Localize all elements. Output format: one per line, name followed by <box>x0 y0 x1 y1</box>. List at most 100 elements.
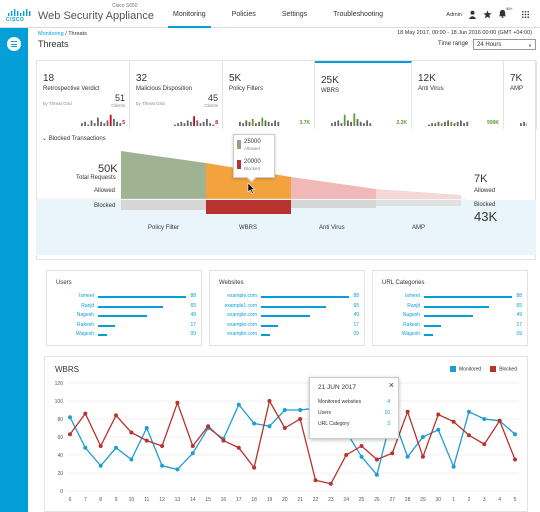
row-name[interactable]: Ismeet <box>78 293 94 299</box>
list-item[interactable]: example.com 49 <box>210 312 366 322</box>
list-item[interactable]: Rakesh 17 <box>373 322 529 332</box>
data-point-blocked[interactable] <box>374 457 379 462</box>
wbrs-allowed[interactable] <box>206 163 291 199</box>
data-point-blocked[interactable] <box>83 411 88 416</box>
row-name[interactable]: Wagesh <box>75 331 94 337</box>
data-point-monitored[interactable] <box>405 454 410 459</box>
policy-filter-blocked[interactable] <box>121 200 206 210</box>
data-point-monitored[interactable] <box>252 421 257 426</box>
antivirus-blocked[interactable] <box>291 200 376 208</box>
data-point-blocked[interactable] <box>68 432 72 437</box>
blocked-transactions-header[interactable]: ⌄ Blocked Transactions <box>42 135 106 142</box>
data-point-monitored[interactable] <box>374 472 379 477</box>
data-point-blocked[interactable] <box>344 453 349 457</box>
row-name[interactable]: example.com <box>227 331 257 337</box>
data-point-monitored[interactable] <box>129 457 134 462</box>
data-point-monitored[interactable] <box>298 408 303 412</box>
data-point-monitored[interactable] <box>359 454 364 459</box>
data-point-blocked[interactable] <box>420 454 425 459</box>
list-item[interactable]: Nagesh 49 <box>47 312 203 322</box>
data-point-blocked[interactable] <box>451 419 456 424</box>
metric-tile[interactable]: 7K AMP <box>504 61 537 129</box>
row-name[interactable]: example.com <box>227 293 257 299</box>
data-point-blocked[interactable] <box>175 400 180 405</box>
data-point-blocked[interactable] <box>252 465 257 470</box>
tooltip-row-value[interactable]: 3 <box>387 421 390 427</box>
row-name[interactable]: example.com <box>227 312 257 318</box>
data-point-monitored[interactable] <box>144 426 149 430</box>
data-point-blocked[interactable] <box>513 457 517 462</box>
tab-settings[interactable]: Settings <box>281 11 308 18</box>
data-point-blocked[interactable] <box>466 433 471 438</box>
menu-button[interactable] <box>7 37 21 51</box>
data-point-blocked[interactable] <box>482 442 487 447</box>
data-point-blocked[interactable] <box>236 445 241 450</box>
list-item[interactable]: example.com 88 <box>210 293 366 303</box>
list-item[interactable]: Ranjit 65 <box>373 303 529 313</box>
row-name[interactable]: Ranjit <box>81 302 94 309</box>
row-name[interactable]: Nagesh <box>76 312 94 318</box>
list-item[interactable]: Nagesh 49 <box>373 312 529 322</box>
row-name[interactable]: Rakesh <box>403 321 420 328</box>
data-point-monitored[interactable] <box>114 445 119 450</box>
tooltip-row-value[interactable]: 10 <box>384 410 390 416</box>
data-point-monitored[interactable] <box>68 415 72 420</box>
metric-tile[interactable]: 18 Retrospective Verdict by Threat Grid 51 C… <box>37 61 130 129</box>
amp-allowed[interactable] <box>376 189 461 199</box>
grid-menu-icon[interactable] <box>521 10 530 19</box>
data-point-blocked[interactable] <box>497 418 502 423</box>
data-point-monitored[interactable] <box>98 463 103 468</box>
data-point-blocked[interactable] <box>160 444 165 448</box>
time-range-select[interactable]: 24 Hours ▼ <box>473 39 536 50</box>
data-point-monitored[interactable] <box>513 432 517 437</box>
star-icon[interactable] <box>483 10 492 19</box>
row-name[interactable]: Rakesh <box>77 321 94 328</box>
data-point-blocked[interactable] <box>190 444 195 448</box>
row-name[interactable]: Nagesh <box>402 312 420 318</box>
data-point-blocked[interactable] <box>328 481 333 486</box>
bell-icon[interactable] <box>498 9 507 18</box>
data-point-blocked[interactable] <box>436 412 441 417</box>
row-name[interactable]: example.com <box>227 321 257 328</box>
data-point-monitored[interactable] <box>451 464 456 469</box>
antivirus-allowed[interactable] <box>291 177 376 199</box>
list-item[interactable]: Ismeet 88 <box>373 293 529 303</box>
list-item[interactable]: Wagesh 09 <box>373 331 529 341</box>
tab-policies[interactable]: Policies <box>231 11 256 18</box>
data-point-monitored[interactable] <box>466 409 471 414</box>
data-point-monitored[interactable] <box>436 427 441 432</box>
close-icon[interactable]: × <box>388 380 394 390</box>
data-point-monitored[interactable] <box>267 424 272 429</box>
row-name[interactable]: Ismeet <box>404 293 420 299</box>
data-point-monitored[interactable] <box>83 445 88 450</box>
data-point-monitored[interactable] <box>175 467 180 472</box>
data-point-blocked[interactable] <box>298 417 303 421</box>
list-item[interactable]: Rakesh 17 <box>47 322 203 332</box>
data-point-blocked[interactable] <box>405 409 410 414</box>
list-item[interactable]: example1.com 65 <box>210 303 366 313</box>
user-icon[interactable] <box>468 10 477 19</box>
data-point-blocked[interactable] <box>206 424 211 429</box>
metric-tile[interactable]: 5K Policy Filters 3.7K <box>223 61 315 129</box>
row-name[interactable]: example1.com <box>224 302 257 309</box>
tooltip-row-value[interactable]: 4 <box>387 399 390 405</box>
row-name[interactable]: Ranjit <box>407 302 420 309</box>
metric-tile[interactable]: 25K WBRS 2.3K <box>315 61 412 129</box>
data-point-blocked[interactable] <box>144 438 149 443</box>
wbrs-blocked[interactable] <box>206 200 291 214</box>
tab-troubleshooting[interactable]: Troubleshooting <box>333 11 384 18</box>
data-point-blocked[interactable] <box>114 413 119 418</box>
data-point-blocked[interactable] <box>390 451 395 456</box>
tab-monitoring[interactable]: Monitoring <box>160 0 219 28</box>
list-item[interactable]: example.com 17 <box>210 322 366 332</box>
data-point-blocked[interactable] <box>267 399 272 403</box>
data-point-blocked[interactable] <box>221 438 226 443</box>
data-point-blocked[interactable] <box>282 426 287 430</box>
breadcrumb-monitoring[interactable]: Monitoring <box>38 31 64 37</box>
data-point-blocked[interactable] <box>313 478 318 483</box>
legend-blocked[interactable]: Blocked <box>490 366 517 372</box>
policy-filter-allowed[interactable] <box>121 151 206 199</box>
amp-blocked[interactable] <box>376 200 461 206</box>
data-point-monitored[interactable] <box>282 408 287 412</box>
data-point-monitored[interactable] <box>190 451 195 456</box>
